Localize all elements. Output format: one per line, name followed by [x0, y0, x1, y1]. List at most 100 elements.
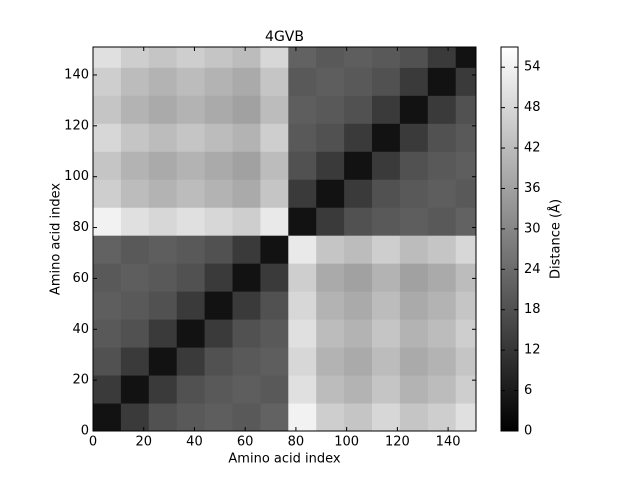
heatmap-cell — [232, 67, 261, 96]
heatmap-cell — [232, 151, 261, 180]
heatmap-cell — [120, 47, 150, 68]
heatmap-cell — [120, 347, 150, 376]
heatmap-cell — [176, 403, 206, 432]
heatmap-cell — [148, 47, 178, 68]
heatmap-cell — [316, 67, 345, 96]
x-tick-label: 0 — [89, 435, 97, 450]
heatmap-cell — [288, 319, 317, 348]
heatmap-cell — [93, 67, 122, 96]
heatmap-cell — [148, 207, 178, 236]
heatmap-cell — [93, 179, 122, 208]
heatmap-cell — [455, 123, 477, 152]
heatmap-cell — [344, 263, 373, 292]
heatmap-cell — [260, 47, 289, 68]
heatmap-cell — [120, 291, 150, 320]
heatmap-cell — [455, 403, 477, 432]
heatmap-cell — [204, 207, 234, 236]
x-tick-label: 60 — [237, 435, 254, 450]
x-tick-label: 120 — [385, 435, 410, 450]
heatmap-cell — [176, 263, 206, 292]
heatmap-cell — [260, 319, 289, 348]
heatmap-cell — [232, 179, 261, 208]
heatmap-cell — [344, 47, 373, 68]
y-tick-label: 60 — [72, 271, 89, 286]
heatmap-cell — [372, 263, 401, 292]
heatmap-cell — [148, 403, 178, 432]
heatmap-cell — [344, 95, 373, 124]
heatmap-cell — [427, 347, 457, 376]
heatmap-cell — [372, 67, 401, 96]
heatmap-cell — [93, 263, 122, 292]
heatmap-cell — [427, 207, 457, 236]
heatmap-cell — [344, 319, 373, 348]
heatmap-cell — [399, 67, 429, 96]
heatmap-cell — [427, 375, 457, 404]
heatmap-cell — [316, 47, 345, 68]
heatmap-cell — [93, 347, 122, 376]
heatmap-cell — [399, 235, 429, 264]
heatmap-cell — [455, 291, 477, 320]
heatmap-cell — [232, 207, 261, 236]
heatmap-cell — [232, 291, 261, 320]
heatmap-cell — [232, 319, 261, 348]
heatmap-cell — [399, 95, 429, 124]
heatmap-cell — [344, 67, 373, 96]
heatmap-cell — [455, 263, 477, 292]
heatmap-cell — [260, 403, 289, 432]
heatmap-cell — [455, 235, 477, 264]
heatmap-cell — [316, 123, 345, 152]
heatmap-cell — [344, 123, 373, 152]
heatmap-cell — [372, 179, 401, 208]
heatmap-cell — [427, 235, 457, 264]
heatmap-cell — [232, 375, 261, 404]
heatmap-cell — [148, 95, 178, 124]
heatmap-cell — [399, 403, 429, 432]
heatmap-cell — [260, 151, 289, 180]
heatmap-cell — [427, 179, 457, 208]
colorbar-label: Distance (Å) — [548, 199, 564, 279]
heatmap-cell — [93, 319, 122, 348]
heatmap-cell — [344, 375, 373, 404]
colorbar-tick-label: 12 — [524, 343, 541, 358]
heatmap-cell — [120, 403, 150, 432]
heatmap-cell — [399, 123, 429, 152]
heatmap-cell — [148, 263, 178, 292]
heatmap-cell — [316, 235, 345, 264]
heatmap-cell — [148, 123, 178, 152]
heatmap-cell — [399, 347, 429, 376]
heatmap-cell — [260, 375, 289, 404]
heatmap-cell — [260, 347, 289, 376]
heatmap-cell — [372, 207, 401, 236]
heatmap-cell — [120, 263, 150, 292]
heatmap-cell — [427, 403, 457, 432]
heatmap-cell — [427, 95, 457, 124]
heatmap-cell — [93, 151, 122, 180]
heatmap-cell — [455, 207, 477, 236]
plot-frame — [92, 46, 477, 432]
heatmap-cell — [372, 375, 401, 404]
heatmap-cell — [344, 347, 373, 376]
heatmap-cell — [372, 235, 401, 264]
heatmap-cell — [260, 67, 289, 96]
heatmap-cell — [204, 319, 234, 348]
heatmap-cell — [316, 151, 345, 180]
heatmap-cell — [288, 47, 317, 68]
heatmap-cell — [120, 235, 150, 264]
heatmap-cell — [176, 207, 206, 236]
heatmap-cell — [344, 403, 373, 432]
colorbar — [500, 46, 519, 432]
y-tick-label: 100 — [64, 169, 89, 184]
colorbar-tick-label: 18 — [524, 302, 541, 317]
y-tick-label: 120 — [64, 118, 89, 133]
heatmap-cell — [120, 375, 150, 404]
heatmap-cell — [204, 403, 234, 432]
y-tick-label: 80 — [72, 220, 89, 235]
colorbar-tick-label: 42 — [524, 141, 541, 156]
heatmap-cell — [93, 47, 122, 68]
heatmap-cell — [316, 347, 345, 376]
heatmap-cell — [399, 319, 429, 348]
heatmap-cell — [204, 123, 234, 152]
y-tick-label: 20 — [72, 373, 89, 388]
heatmap-cell — [399, 207, 429, 236]
